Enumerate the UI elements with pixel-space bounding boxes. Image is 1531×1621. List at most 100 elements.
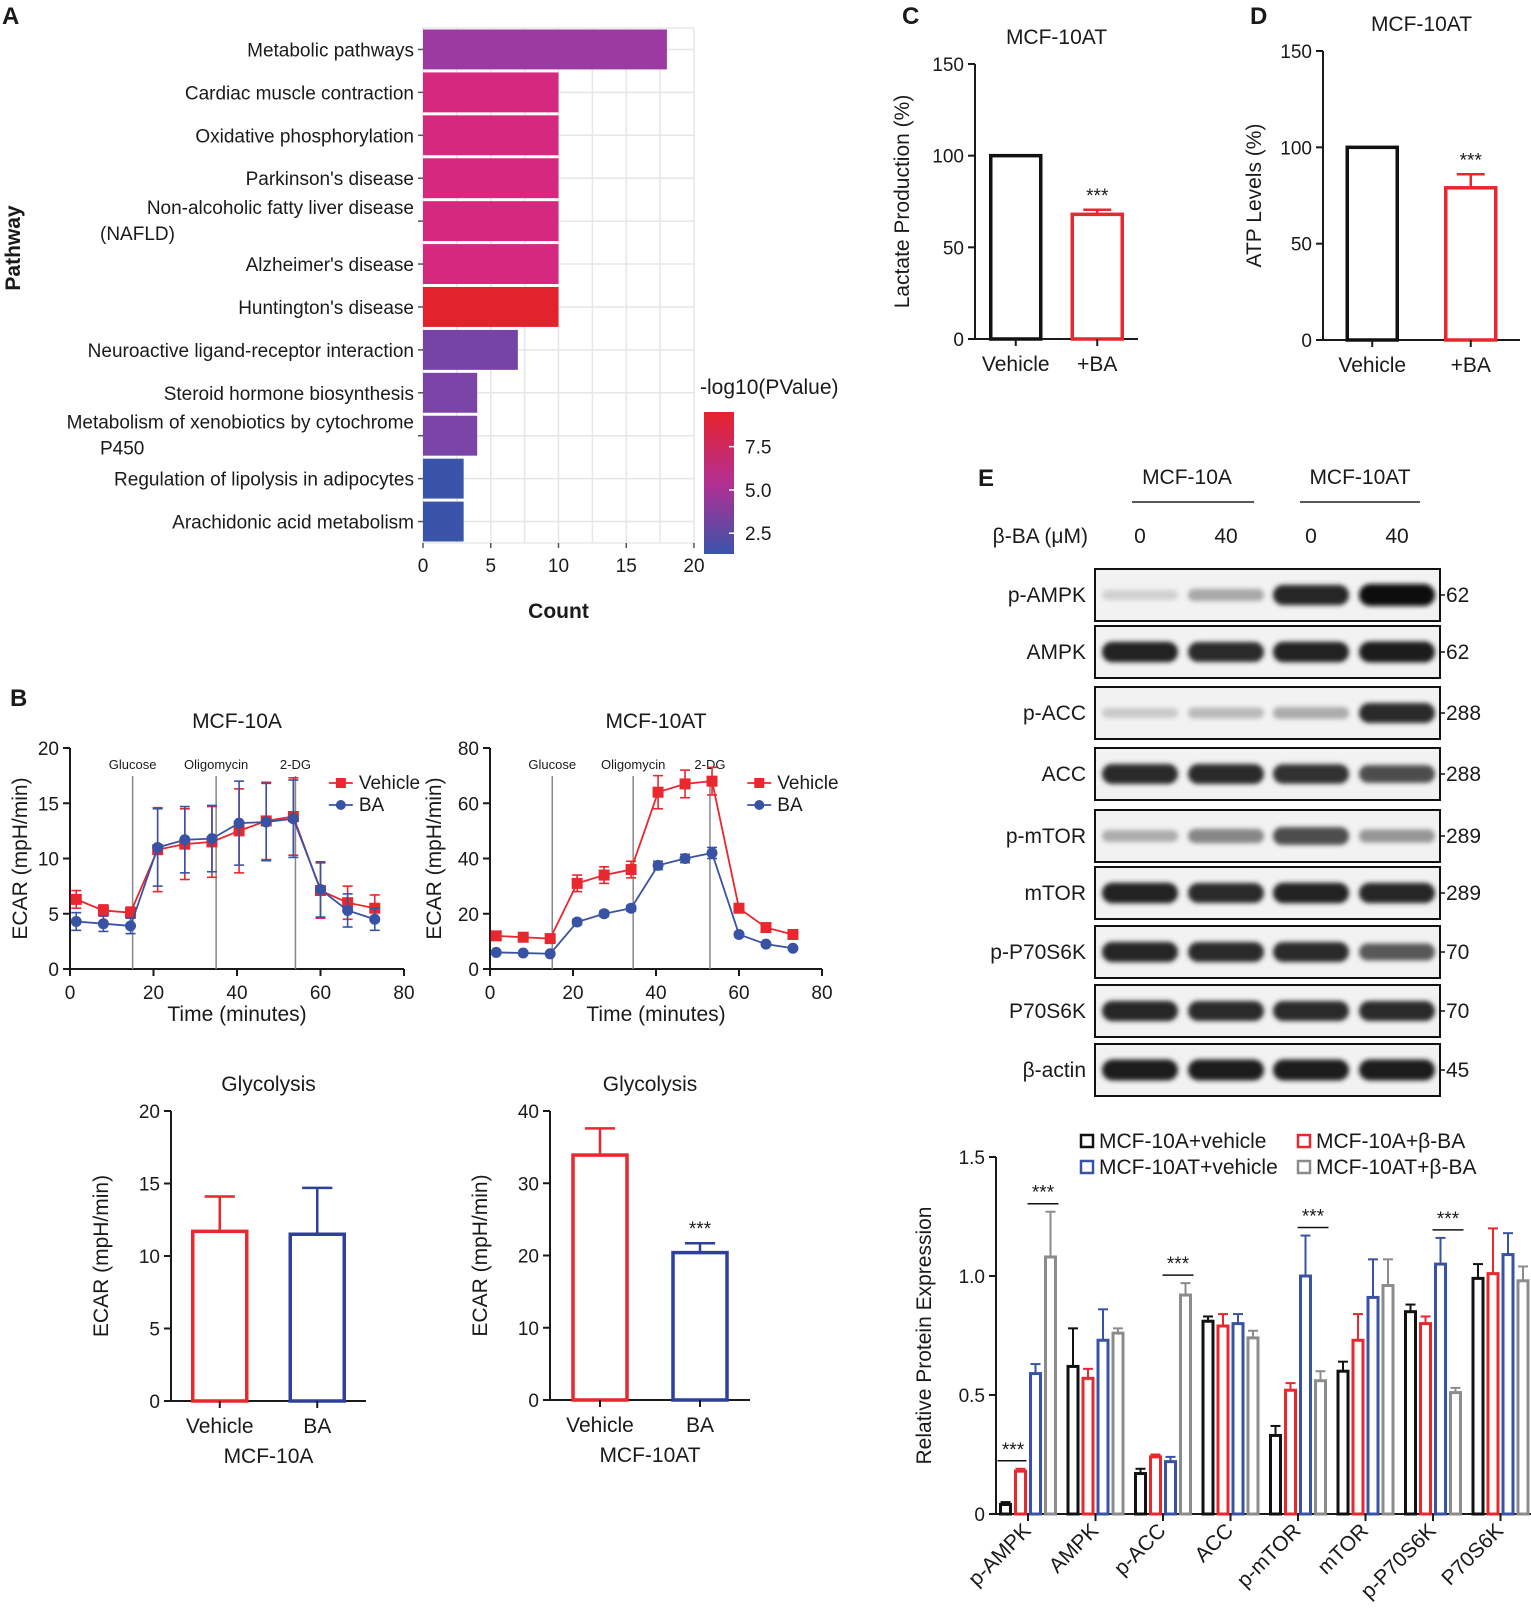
- significance-label: ***: [1086, 186, 1109, 207]
- x-tick-label: Vehicle: [566, 1414, 634, 1437]
- blot-band: [1102, 882, 1178, 904]
- category-label: Neuroactive ligand-receptor interaction: [88, 341, 414, 362]
- bar-2: [423, 115, 559, 156]
- blot-band: [1273, 764, 1349, 784]
- bar-p-mtor: [1299, 1274, 1312, 1516]
- group-header: MCF-10AT: [1309, 466, 1410, 489]
- category-label: Regulation of lipolysis in adipocytes: [114, 470, 414, 491]
- blot-band: [1273, 641, 1349, 663]
- data-point: [625, 864, 637, 876]
- blot-band: [1359, 1059, 1435, 1081]
- data-point: [544, 933, 556, 945]
- y-axis-title: ATP Levels (%): [1243, 124, 1266, 268]
- panel-e-protein-chart: 0 0.5 1.0 1.5 Relative Protein Expression ***…: [913, 1130, 1531, 1603]
- y-tick-label: 10: [518, 1319, 539, 1340]
- blot-band: [1188, 1001, 1264, 1021]
- significance-label: ***: [1460, 150, 1483, 171]
- y-tick-label: 0: [468, 960, 479, 981]
- bar-p-mtor: [1269, 1433, 1282, 1516]
- y-tick-label: 30: [518, 1174, 539, 1195]
- blot-band: [1273, 942, 1349, 962]
- y-tick-label: 15: [38, 794, 59, 815]
- data-point: [679, 778, 691, 790]
- legend-tick-label: 5.0: [745, 481, 771, 502]
- y-tick-label: 0: [48, 960, 59, 981]
- blot-band: [1188, 764, 1264, 784]
- legend-swatch: [1079, 1159, 1095, 1175]
- x-tick-label: 20: [562, 983, 583, 1004]
- y-tick-label: 40: [518, 1102, 539, 1123]
- bar-p70s6k: [1471, 1276, 1485, 1516]
- x-tick-label: 20: [143, 983, 164, 1004]
- bar-ampk: [1111, 1331, 1125, 1516]
- category-label: Arachidonic acid metabolism: [172, 513, 414, 534]
- bar-p-acc: [1179, 1293, 1192, 1516]
- blot-row-label: p-ACC: [1023, 702, 1086, 725]
- x-tick-label: p-mTOR: [1233, 1519, 1306, 1592]
- bar-p-p70s6k: [1434, 1262, 1447, 1516]
- x-tick-label: 0: [65, 983, 76, 1004]
- category-label: Non-alcoholic fatty liver disease: [147, 198, 414, 219]
- data-point: [598, 869, 610, 881]
- x-tick-label: 40: [645, 983, 666, 1004]
- bar-p-p70s6k: [1449, 1391, 1462, 1516]
- legend-label: MCF-10AT+β-BA: [1316, 1156, 1476, 1179]
- panel-label-d: D: [1250, 3, 1267, 30]
- bar-acc: [1216, 1324, 1230, 1516]
- blot-band: [1188, 588, 1264, 602]
- data-point: [571, 916, 583, 928]
- blot-row-label: p-mTOR: [1006, 825, 1086, 848]
- bar-6: [423, 287, 559, 327]
- legend-colorbar: [704, 412, 734, 554]
- y-axis-title: Relative Protein Expression: [913, 1207, 936, 1465]
- bar-3: [423, 158, 559, 199]
- bar-vehicle: [1345, 145, 1399, 342]
- panel-label-b: B: [10, 685, 27, 712]
- y-axis-title: ECAR (mpH/min): [423, 777, 446, 939]
- bar--ba: [1070, 212, 1124, 341]
- data-point: [787, 928, 799, 940]
- x-tick-label: p-AMPK: [964, 1519, 1036, 1591]
- bar-p-p70s6k: [1419, 1322, 1432, 1516]
- y-tick-label: 150: [1280, 42, 1312, 63]
- category-label: Metabolism of xenobiotics by cytochrome: [67, 413, 414, 434]
- y-tick-label: 50: [1291, 235, 1312, 256]
- blot-band: [1273, 707, 1349, 719]
- blot-row-label: P70S6K: [1009, 1000, 1086, 1023]
- category-label: Huntington's disease: [238, 298, 414, 319]
- bar-9: [423, 415, 478, 456]
- y-tick-label: 10: [139, 1247, 160, 1268]
- significance-label: ***: [1032, 1183, 1055, 1204]
- bar-p-ampk: [1044, 1255, 1057, 1516]
- data-point: [679, 853, 691, 864]
- legend-marker: [335, 800, 346, 810]
- data-point: [517, 947, 529, 959]
- y-tick-label: 20: [139, 1102, 160, 1123]
- bar-ba: [288, 1232, 346, 1403]
- dose-value: 0: [1305, 525, 1317, 548]
- y-tick-label: 40: [458, 850, 479, 871]
- data-point: [206, 833, 218, 845]
- injection-label: Oligomycin: [184, 757, 248, 772]
- chart-title: Glycolysis: [603, 1073, 698, 1096]
- significance-label: ***: [1437, 1209, 1460, 1230]
- blot-band: [1273, 1059, 1349, 1081]
- blot-band: [1188, 883, 1264, 903]
- bar-acc: [1231, 1322, 1245, 1516]
- significance-label: ***: [1002, 1440, 1025, 1461]
- bar-mtor: [1366, 1295, 1380, 1516]
- injection-label: 2-DG: [694, 757, 725, 772]
- bar-p-acc: [1164, 1460, 1177, 1516]
- x-tick-label: Vehicle: [186, 1415, 254, 1438]
- data-point: [97, 918, 109, 930]
- x-axis-title: Time (minutes): [586, 1003, 725, 1026]
- bar-4: [423, 201, 559, 242]
- blot-band: [1359, 829, 1435, 843]
- legend-swatch: [1079, 1133, 1095, 1149]
- chart-title: MCF-10AT: [1006, 26, 1107, 49]
- y-tick-label: 0: [1301, 331, 1312, 352]
- y-axis-title: ECAR (mpH/min): [90, 1175, 113, 1337]
- y-tick-label: 0: [974, 1505, 985, 1526]
- significance-label: ***: [689, 1219, 712, 1240]
- x-tick-label: BA: [686, 1414, 714, 1437]
